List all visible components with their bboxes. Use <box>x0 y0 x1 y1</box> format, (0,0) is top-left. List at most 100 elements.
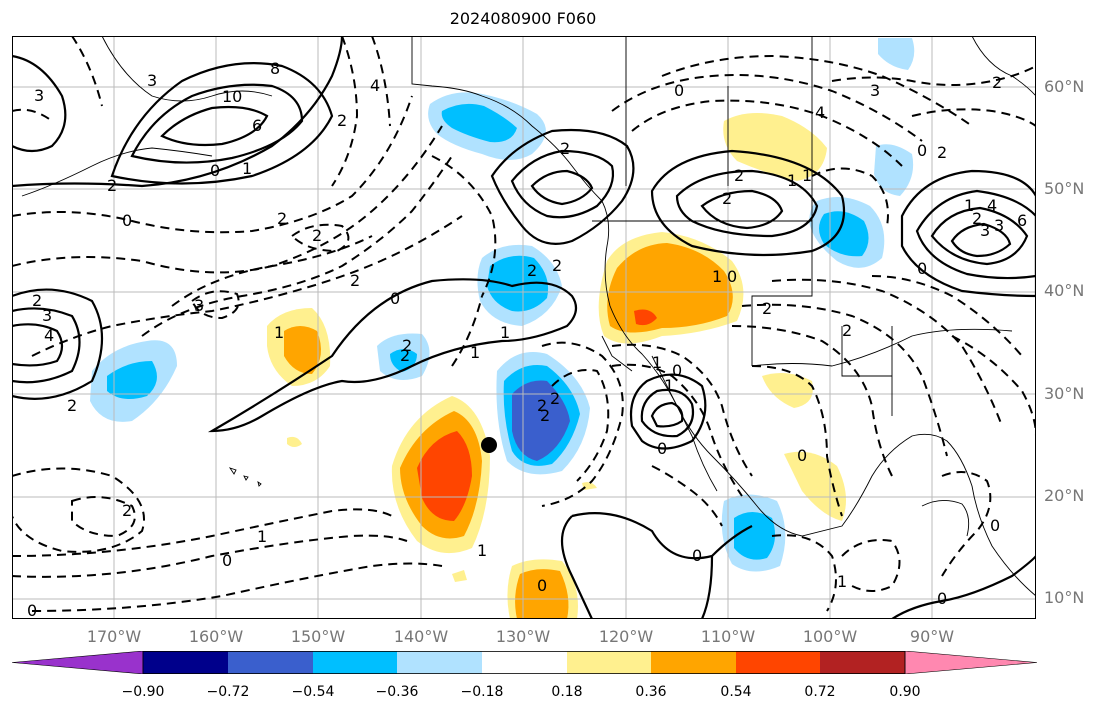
anomaly-negative-west-core <box>107 361 157 400</box>
lat-label: 40°N <box>1044 281 1085 300</box>
map-title: 2024080900 F060 <box>449 9 597 28</box>
contour-label: 1 <box>964 196 974 215</box>
lat-label: 20°N <box>1044 486 1085 505</box>
contour-label: 0 <box>222 551 232 570</box>
anomaly-positive-gulf <box>784 451 846 521</box>
contour-label: 0 <box>727 267 737 286</box>
contour-label: 2 <box>552 256 562 275</box>
colorbar-tick: −0.72 <box>206 684 250 700</box>
colorbar <box>11 650 1038 675</box>
colorbar-tick: −0.18 <box>460 684 504 700</box>
contour-label: 2 <box>972 209 982 228</box>
colorbar-swatch <box>397 651 482 674</box>
contours <box>11 35 1038 620</box>
contour-label: 4 <box>815 103 825 122</box>
lon-label: 110°W <box>700 627 756 646</box>
anomaly-positive-islet3 <box>582 482 597 490</box>
colorbar-tick: 0.54 <box>720 684 752 700</box>
contour-label: 2 <box>350 271 360 290</box>
contour-label: 2 <box>67 396 77 415</box>
contour-label: 0 <box>537 576 547 595</box>
contour-label: 4 <box>44 326 54 345</box>
anomaly-negative-top <box>878 38 915 70</box>
anomaly-negative-strong-core <box>512 380 570 461</box>
colorbar-tick: 0.18 <box>551 684 583 700</box>
graticule <box>12 36 1036 619</box>
contour-label: 2 <box>762 299 772 318</box>
colorbar-tick: 0.36 <box>635 684 667 700</box>
contour-label: 2 <box>734 166 744 185</box>
contour-label: 1 <box>242 159 252 178</box>
colorbar-swatch <box>567 651 651 674</box>
colorbar-swatch <box>313 651 397 674</box>
colorbar-swatch <box>228 651 313 674</box>
contour-label: 2 <box>722 189 732 208</box>
contour-label: 3 <box>870 81 880 100</box>
map-canvas: 3 3 2 1 0 2 4 8 6 10 2 0 1 0 2 3 4 3 2 2… <box>11 35 1038 620</box>
contour-label: 3 <box>980 221 990 240</box>
contour-label-group: 3 3 2 1 0 2 4 8 6 10 2 0 1 0 2 3 4 3 2 2… <box>27 59 1027 620</box>
contour-label: 0 <box>674 81 684 100</box>
lat-label: 30°N <box>1044 384 1085 403</box>
contour-label: 2 <box>312 226 322 245</box>
colorbar-swatch <box>651 651 736 674</box>
contour-label: 0 <box>657 439 667 458</box>
contour-label: 2 <box>32 291 42 310</box>
contour-label: 10 <box>222 87 242 106</box>
anomaly-positive-uswest-peak <box>634 309 657 326</box>
contour-label: 2 <box>560 139 570 158</box>
contour-label: 0 <box>210 161 220 180</box>
contour-label: 2 <box>992 73 1002 92</box>
colorbar-tick: −0.90 <box>121 684 165 700</box>
contour-label: 0 <box>917 259 927 278</box>
colorbar-outline <box>142 651 906 674</box>
contour-label: 2 <box>527 261 537 280</box>
anomaly-negative-alaska-core <box>441 103 517 143</box>
colorbar-extend-low <box>11 650 144 675</box>
anomaly-positive-strong-core <box>417 431 472 521</box>
colorbar-tick: 0.90 <box>889 684 921 700</box>
lat-label: 10°N <box>1044 588 1085 607</box>
shaded-anomalies <box>90 38 915 619</box>
lon-label: 170°W <box>86 627 142 646</box>
anomaly-positive-islet2 <box>452 570 467 582</box>
lon-label: 160°W <box>188 627 244 646</box>
map-border <box>12 36 1036 619</box>
colorbar-swatch <box>736 651 820 674</box>
lon-label: 140°W <box>393 627 449 646</box>
contour-label: 1 <box>477 541 487 560</box>
contour-label: 1 <box>787 171 797 190</box>
contour-label: 8 <box>270 59 280 78</box>
colorbar-swatch <box>143 651 228 674</box>
colorbar-tick: −0.36 <box>375 684 419 700</box>
contour-label: 3 <box>147 71 157 90</box>
contour-label: 0 <box>937 589 947 608</box>
lat-label: 50°N <box>1044 179 1085 198</box>
lon-label: 100°W <box>802 627 858 646</box>
lat-label: 60°N <box>1044 77 1085 96</box>
contour-label: 3 <box>194 296 204 315</box>
anomaly-negative-south-core <box>734 512 776 560</box>
contour-label: 3 <box>34 86 44 105</box>
contour-label: 6 <box>252 116 262 135</box>
contour-label: 2 <box>107 176 117 195</box>
contour-label: 1 <box>500 323 510 342</box>
contour-label: 2 <box>537 396 547 415</box>
contour-label: 1 <box>470 343 480 362</box>
colorbar-extend-high <box>904 650 1038 675</box>
colorbar-tick: −0.54 <box>291 684 335 700</box>
contour-label: 0 <box>27 601 37 619</box>
contour-label: 0 <box>390 289 400 308</box>
contour-label: 2 <box>842 321 852 340</box>
anomaly-positive-canada <box>723 112 827 181</box>
contour-label: 1 <box>257 527 267 546</box>
colorbar-swatch <box>482 651 567 674</box>
map-frame: 3 3 2 1 0 2 4 8 6 10 2 0 1 0 2 3 4 3 2 2… <box>11 35 1038 620</box>
contour-label: 1 <box>274 323 284 342</box>
storm-center-marker <box>481 437 497 453</box>
colorbar-swatch <box>820 651 905 674</box>
contour-label: 0 <box>990 516 1000 535</box>
anomaly-positive-texas <box>762 372 813 408</box>
lon-label: 90°W <box>909 627 955 646</box>
contour-label: 1 <box>802 166 812 185</box>
